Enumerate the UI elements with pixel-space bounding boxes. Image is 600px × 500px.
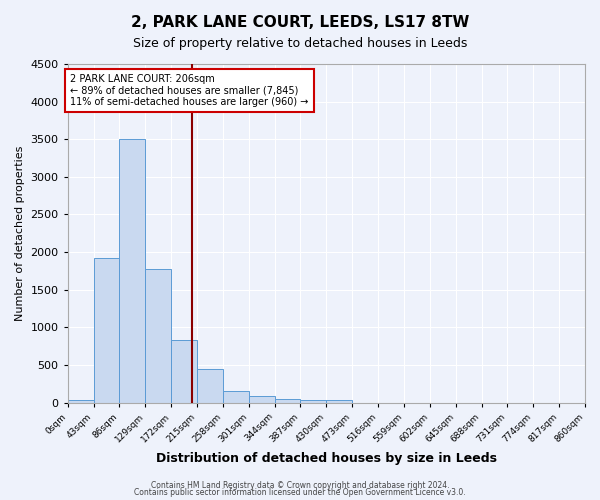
Bar (275, 399, 301, 402)
Bar (94, 258, 119, 402)
X-axis label: Distribution of detached houses by size in Leeds: Distribution of detached houses by size … (156, 452, 497, 465)
Text: 2 PARK LANE COURT: 206sqm
← 89% of detached houses are smaller (7,845)
11% of se: 2 PARK LANE COURT: 206sqm ← 89% of detac… (70, 74, 308, 108)
Bar (119, 139, 145, 402)
Text: 2, PARK LANE COURT, LEEDS, LS17 8TW: 2, PARK LANE COURT, LEEDS, LS17 8TW (131, 15, 469, 30)
Bar (326, 400, 352, 402)
Bar (197, 368, 223, 402)
Bar (68, 400, 94, 402)
Bar (249, 396, 275, 402)
Bar (223, 390, 249, 402)
Y-axis label: Number of detached properties: Number of detached properties (15, 146, 25, 321)
Text: Contains public sector information licensed under the Open Government Licence v3: Contains public sector information licen… (134, 488, 466, 497)
Bar (145, 268, 171, 402)
Text: Size of property relative to detached houses in Leeds: Size of property relative to detached ho… (133, 38, 467, 51)
Bar (171, 340, 197, 402)
Bar (301, 400, 326, 402)
Text: Contains HM Land Registry data © Crown copyright and database right 2024.: Contains HM Land Registry data © Crown c… (151, 480, 449, 490)
